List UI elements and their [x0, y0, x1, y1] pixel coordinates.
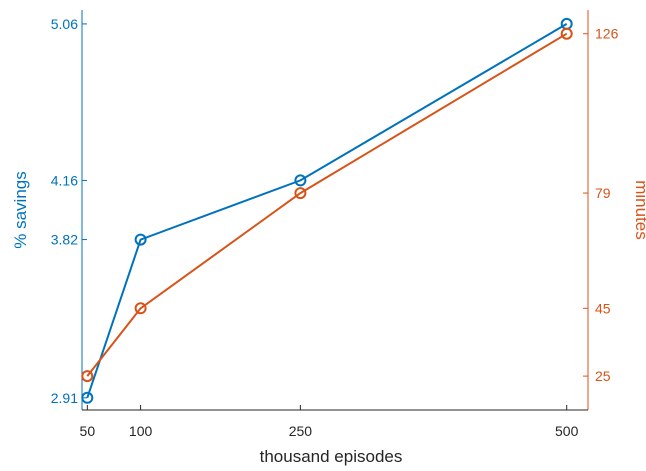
y-right-tick-label: 45 — [595, 300, 611, 316]
axes-layer: 50 100 250 500 2.91 3.82 4.16 5.06 25 45 79 126 — [51, 10, 619, 439]
labels-layer: thousand episodes % savings minutes — [11, 171, 646, 466]
series-line-minutes — [86, 32, 568, 377]
y-left-tick-label: 5.06 — [51, 16, 78, 32]
y-left-tick-label: 2.91 — [51, 390, 78, 406]
data-point-savings — [134, 233, 147, 246]
y-right-tick-label: 126 — [595, 26, 619, 42]
x-tick-label: 250 — [289, 423, 313, 439]
data-point-minutes — [81, 370, 94, 383]
y-left-axis-label: % savings — [11, 171, 30, 248]
x-tick-label: 100 — [129, 423, 153, 439]
x-axis-label: thousand episodes — [260, 447, 403, 466]
data-point-minutes — [134, 302, 147, 315]
x-tick-label: 50 — [80, 423, 96, 439]
y-left-tick-label: 4.16 — [51, 172, 78, 188]
series-line-savings — [86, 23, 568, 399]
data-point-savings — [81, 391, 94, 404]
y-right-axis-label: minutes — [632, 180, 646, 240]
data-point-minutes — [294, 187, 307, 200]
y-left-tick-label: 3.82 — [51, 232, 78, 248]
x-tick-label: 500 — [555, 423, 579, 439]
y-right-tick-label: 79 — [595, 185, 611, 201]
data-point-minutes — [560, 27, 573, 40]
y-right-tick-label: 25 — [595, 368, 611, 384]
series-layer — [81, 17, 573, 404]
data-point-savings — [294, 174, 307, 187]
